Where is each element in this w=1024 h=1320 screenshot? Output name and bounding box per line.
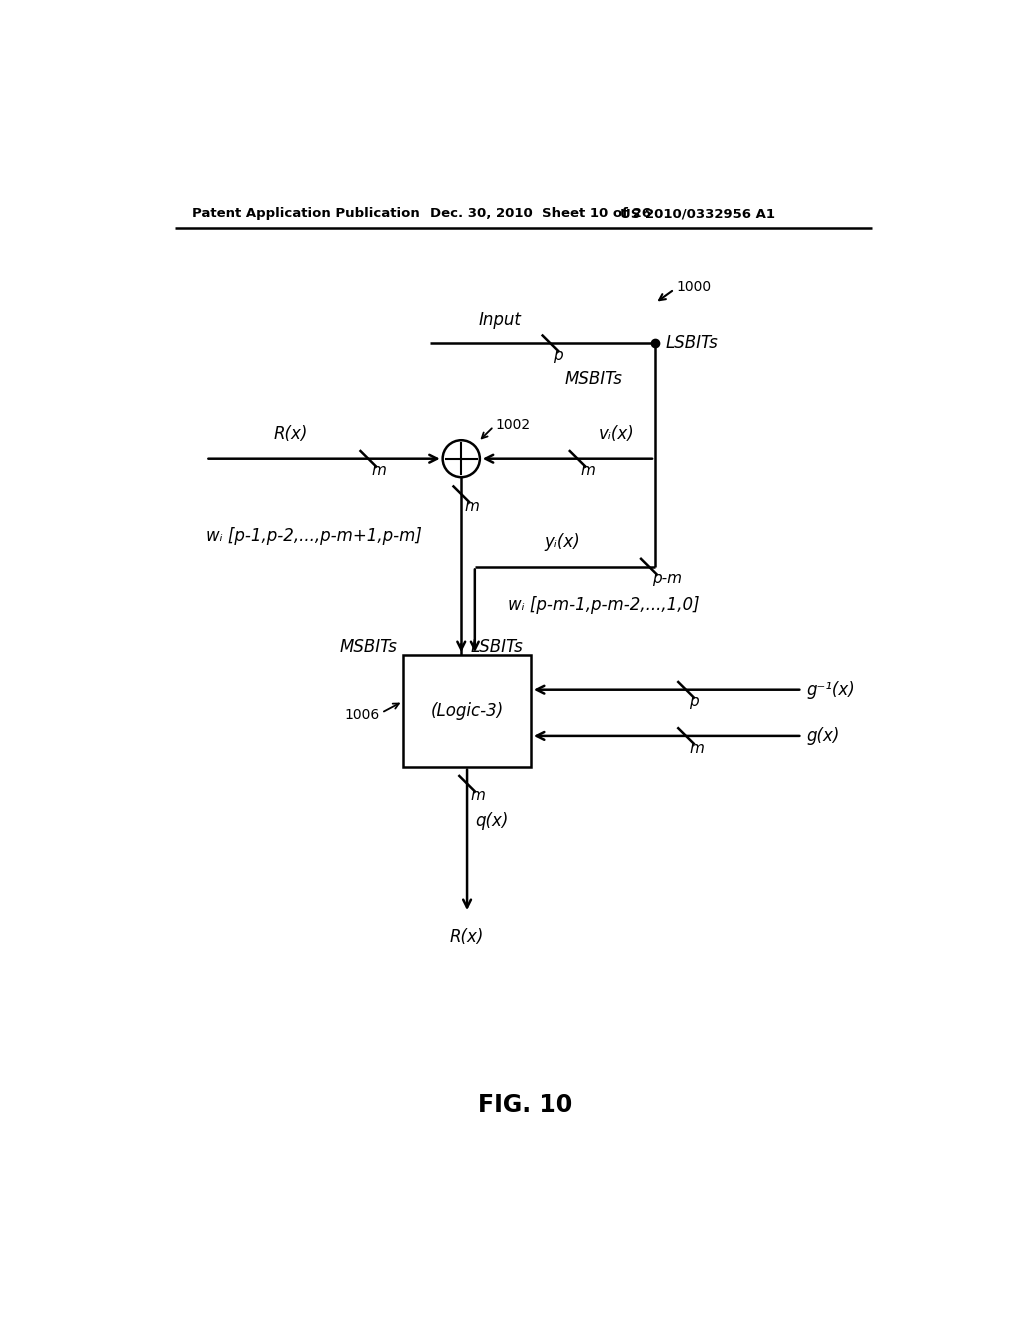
Text: Input: Input (478, 312, 521, 330)
Text: g(x): g(x) (806, 727, 840, 744)
Text: m: m (470, 788, 485, 804)
Text: yᵢ(x): yᵢ(x) (544, 533, 580, 552)
Text: m: m (372, 463, 386, 478)
Text: q(x): q(x) (475, 812, 508, 829)
Text: Patent Application Publication: Patent Application Publication (191, 207, 419, 220)
Text: FIG. 10: FIG. 10 (477, 1093, 572, 1118)
Text: (Logic-3): (Logic-3) (430, 702, 504, 719)
Text: g⁻¹(x): g⁻¹(x) (806, 681, 855, 698)
Text: 1000: 1000 (677, 280, 712, 294)
Text: LSBITs: LSBITs (471, 639, 523, 656)
Text: m: m (464, 499, 479, 513)
Text: R(x): R(x) (450, 928, 484, 946)
Text: 1002: 1002 (496, 418, 530, 432)
Text: US 2010/0332956 A1: US 2010/0332956 A1 (621, 207, 775, 220)
Text: Dec. 30, 2010  Sheet 10 of 26: Dec. 30, 2010 Sheet 10 of 26 (430, 207, 651, 220)
Text: p-m: p-m (652, 572, 682, 586)
Text: m: m (689, 741, 703, 755)
Text: wᵢ [p-1,p-2,...,p-m+1,p-m]: wᵢ [p-1,p-2,...,p-m+1,p-m] (206, 527, 421, 545)
Text: p: p (689, 694, 698, 709)
Text: R(x): R(x) (273, 425, 308, 444)
Text: MSBITs: MSBITs (339, 639, 397, 656)
Bar (403, 655, 531, 767)
Text: wᵢ [p-m-1,p-m-2,...,1,0]: wᵢ [p-m-1,p-m-2,...,1,0] (508, 597, 699, 614)
Text: vᵢ(x): vᵢ(x) (598, 425, 634, 444)
Text: LSBITs: LSBITs (666, 334, 719, 352)
Text: MSBITs: MSBITs (564, 370, 622, 388)
Text: 1006: 1006 (345, 708, 380, 722)
Text: m: m (581, 463, 596, 478)
Text: p: p (554, 348, 563, 363)
